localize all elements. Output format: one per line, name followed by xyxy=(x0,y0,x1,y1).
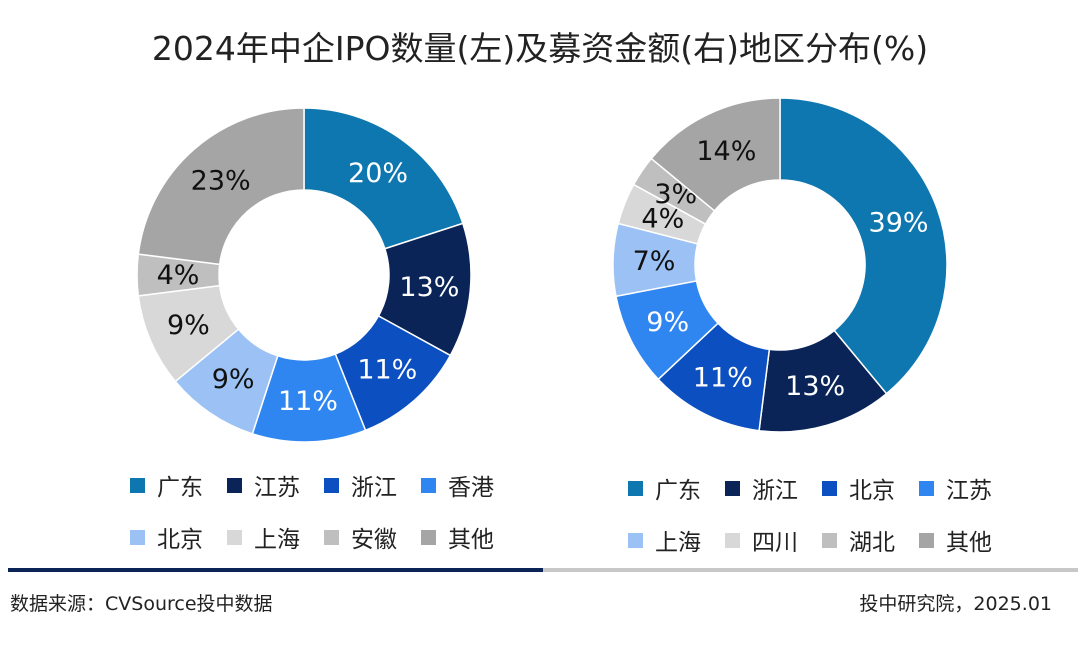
legend-label: 湖北 xyxy=(849,530,895,556)
legend-swatch xyxy=(324,529,339,545)
legend-item: 广东 xyxy=(628,471,725,505)
legend-item: 江苏 xyxy=(227,468,324,502)
slice-其他 xyxy=(137,107,305,266)
legend-left: 广东 江苏 浙江 香港北京 上海 安徽 其他 xyxy=(130,459,518,563)
legend-item: 其他 xyxy=(421,520,518,554)
legend-label: 香港 xyxy=(448,475,494,501)
slice-广东 xyxy=(303,107,464,250)
legend-swatch xyxy=(628,532,643,548)
legend-label: 江苏 xyxy=(254,475,300,501)
slice-广东 xyxy=(779,97,948,395)
data-label: 4% xyxy=(157,260,200,291)
legend-label: 上海 xyxy=(655,530,701,556)
legend-item: 湖北 xyxy=(822,523,919,557)
legend-item: 北京 xyxy=(822,471,919,505)
legend-swatch xyxy=(919,480,934,496)
data-label: 7% xyxy=(633,246,676,277)
data-label: 11% xyxy=(693,362,753,393)
divider-blue xyxy=(8,568,543,572)
data-label: 9% xyxy=(212,364,255,395)
legend-swatch xyxy=(421,529,436,545)
data-label: 9% xyxy=(646,307,689,338)
data-label: 11% xyxy=(278,386,338,417)
data-label: 20% xyxy=(348,158,408,189)
legend-label: 其他 xyxy=(448,527,494,553)
legend-swatch xyxy=(919,532,934,548)
slice-其他 xyxy=(650,97,781,212)
legend-right: 广东 浙江 北京 江苏上海 四川 湖北 其他 xyxy=(628,462,1016,566)
legend-item: 浙江 xyxy=(725,471,822,505)
legend-item: 上海 xyxy=(227,520,324,554)
legend-swatch xyxy=(628,480,643,496)
chart-title: 2024年中企IPO数量(左)及募资金额(右)地区分布(%) xyxy=(151,29,929,68)
data-label: 13% xyxy=(399,272,459,303)
source-note: 数据来源：CVSource投中数据 xyxy=(10,593,273,615)
divider-gray xyxy=(543,568,1078,572)
data-label: 14% xyxy=(696,136,756,167)
legend-label: 广东 xyxy=(157,475,203,501)
legend-item: 广东 xyxy=(130,468,227,502)
legend-item: 浙江 xyxy=(324,468,421,502)
legend-label: 四川 xyxy=(752,530,798,556)
legend-label: 上海 xyxy=(254,527,300,553)
legend-swatch xyxy=(822,480,837,496)
legend-swatch xyxy=(227,477,242,493)
legend-label: 浙江 xyxy=(752,478,798,504)
legend-swatch xyxy=(725,532,740,548)
data-label: 11% xyxy=(357,355,417,386)
legend-swatch xyxy=(725,480,740,496)
legend-item: 香港 xyxy=(421,468,518,502)
legend-item: 安徽 xyxy=(324,520,421,554)
legend-label: 江苏 xyxy=(946,478,992,504)
legend-label: 浙江 xyxy=(351,475,397,501)
credit-note: 投中研究院，2025.01 xyxy=(859,593,1052,615)
legend-label: 广东 xyxy=(655,478,701,504)
legend-item: 四川 xyxy=(725,523,822,557)
legend-label: 北京 xyxy=(157,527,203,553)
legend-item: 其他 xyxy=(919,523,1016,557)
data-label: 13% xyxy=(785,371,845,402)
legend-swatch xyxy=(130,477,145,493)
legend-swatch xyxy=(421,477,436,493)
legend-swatch xyxy=(227,529,242,545)
legend-label: 其他 xyxy=(946,530,992,556)
legend-label: 安徽 xyxy=(351,527,397,553)
data-label: 23% xyxy=(191,165,251,196)
legend-item: 江苏 xyxy=(919,471,1016,505)
legend-swatch xyxy=(324,477,339,493)
legend-label: 北京 xyxy=(849,478,895,504)
legend-swatch xyxy=(130,529,145,545)
data-label: 39% xyxy=(869,207,929,238)
data-label: 9% xyxy=(167,310,210,341)
legend-swatch xyxy=(822,532,837,548)
legend-item: 上海 xyxy=(628,523,725,557)
legend-item: 北京 xyxy=(130,520,227,554)
